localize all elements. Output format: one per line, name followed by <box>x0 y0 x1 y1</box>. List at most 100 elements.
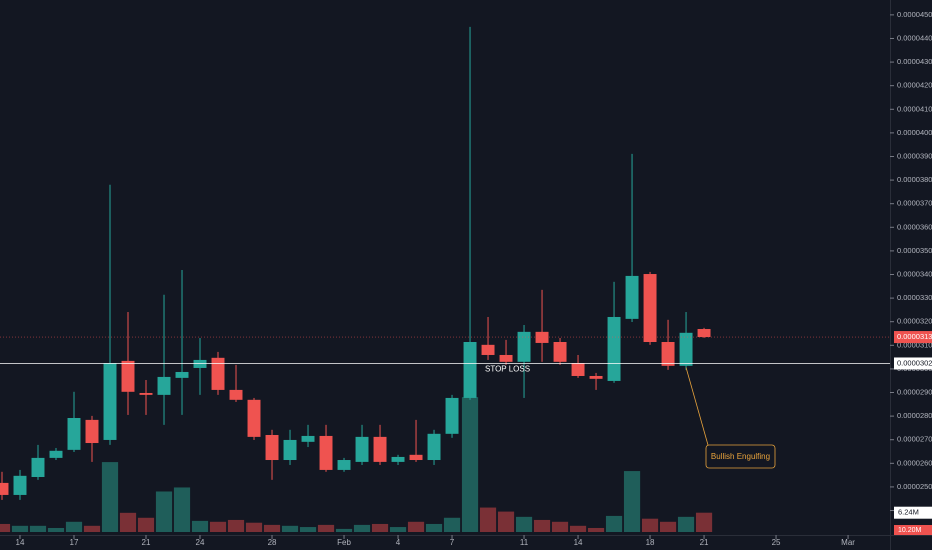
volume-bar <box>587 527 605 532</box>
volume-bar <box>299 527 317 532</box>
volume-tag-label: 6.24M <box>898 508 919 517</box>
candle-body <box>49 450 63 458</box>
volume-ma-tag <box>894 525 932 535</box>
x-tick-label: 28 <box>268 538 277 547</box>
candle-body <box>301 435 315 442</box>
volume-bar <box>335 528 353 532</box>
volume-bar <box>173 487 191 532</box>
candle-body <box>661 342 675 366</box>
volume-bar <box>191 520 209 532</box>
candle-body <box>427 433 441 461</box>
candle-body <box>337 460 351 470</box>
candle-body <box>607 316 621 381</box>
candle-body <box>643 274 657 342</box>
volume-bar <box>389 527 407 532</box>
x-tick-label: 25 <box>772 538 781 547</box>
volume-bar <box>11 525 29 532</box>
candle-body <box>193 359 207 368</box>
callout-pointer <box>685 367 709 446</box>
candle-body <box>481 344 495 355</box>
x-tick-label: 21 <box>700 538 709 547</box>
volume-bar <box>659 521 677 532</box>
volume-bar <box>83 525 101 532</box>
x-tick-label: 14 <box>16 538 25 547</box>
volume-bar <box>65 521 83 532</box>
candle-body <box>535 331 549 343</box>
current-price-tag <box>894 331 932 344</box>
candle-body <box>679 332 693 366</box>
candle-body <box>409 454 423 461</box>
candle-body <box>175 371 189 378</box>
candle-body <box>13 475 27 495</box>
candle-body <box>139 392 153 395</box>
volume-bar <box>317 524 335 532</box>
candle-body <box>67 418 81 450</box>
current-price-label: 0.00003135 <box>897 332 932 341</box>
x-tick-label: 18 <box>646 538 655 547</box>
volume-bar <box>425 523 443 532</box>
volume-bar <box>137 517 155 532</box>
x-tick-label: 11 <box>520 538 529 547</box>
candle-body <box>571 363 585 376</box>
volume-bar <box>497 511 515 532</box>
candle-body <box>445 397 459 434</box>
candle-body <box>589 375 603 379</box>
candle-body <box>157 376 171 395</box>
volume-bar <box>443 517 461 532</box>
candle-body <box>0 482 9 495</box>
candle-body <box>463 342 477 398</box>
candle-body <box>391 456 405 462</box>
x-tick-label: 17 <box>70 538 79 547</box>
callout-box <box>705 444 776 469</box>
volume-bar <box>155 491 173 532</box>
x-tick-label: 4 <box>396 538 401 547</box>
candle-body <box>355 436 369 462</box>
candle-body <box>121 360 135 392</box>
x-tick-label: Mar <box>841 538 855 547</box>
volume-bar <box>29 525 47 532</box>
x-tick-label: 24 <box>196 538 205 547</box>
volume-bar <box>569 525 587 532</box>
volume-ma-label: 10.20M <box>898 527 922 534</box>
volume-bar <box>281 525 299 532</box>
candle-body <box>697 329 711 338</box>
candle-body <box>211 357 225 390</box>
candle-body <box>31 457 45 478</box>
volume-bar <box>407 521 425 532</box>
volume-bar <box>371 523 389 532</box>
x-tick-label: 7 <box>450 538 455 547</box>
volume-bar <box>515 516 533 532</box>
volume-bar <box>641 518 659 532</box>
volume-bar <box>119 512 137 532</box>
candle-body <box>517 331 531 362</box>
stop-loss-tag <box>894 357 932 370</box>
y-tick-label: 0.00004500 <box>897 10 932 19</box>
candle-body <box>103 363 117 440</box>
candle-body <box>247 399 261 437</box>
volume-bar <box>353 524 371 532</box>
candle-body <box>373 436 387 462</box>
volume-bar <box>227 519 245 532</box>
stop-loss-label: 0.00003023 <box>897 358 932 367</box>
candle-body <box>553 342 567 362</box>
candle-body <box>283 439 297 461</box>
volume-bar <box>47 527 65 532</box>
volume-tag <box>894 506 932 519</box>
